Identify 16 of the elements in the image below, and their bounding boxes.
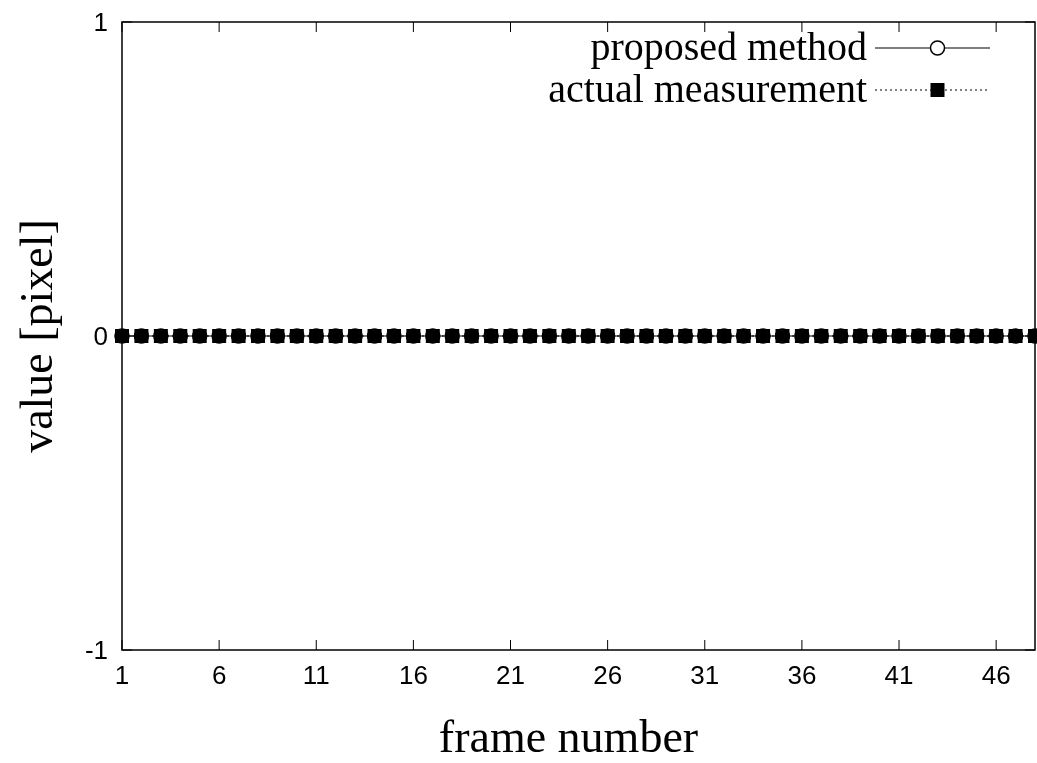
x-tick-label: 6 [211, 660, 227, 690]
y-tick-label: 1 [93, 7, 108, 37]
y-tick-label: -1 [84, 635, 108, 665]
x-tick-label: 46 [981, 660, 1011, 690]
x-tick-label: 31 [690, 660, 720, 690]
legend-label: proposed method [590, 24, 867, 69]
x-tick-label: 16 [398, 660, 428, 690]
x-tick-label: 36 [787, 660, 817, 690]
x-tick-label: 41 [884, 660, 914, 690]
x-tick-label: 21 [496, 660, 525, 690]
y-axis-title: value [pixel] [11, 219, 62, 453]
x-tick-label: 11 [302, 660, 330, 690]
x-tick-label: 1 [114, 660, 130, 690]
x-tick-label: 26 [593, 660, 623, 690]
y-tick-label: 0 [93, 321, 108, 351]
x-axis-title: frame number [438, 711, 699, 762]
